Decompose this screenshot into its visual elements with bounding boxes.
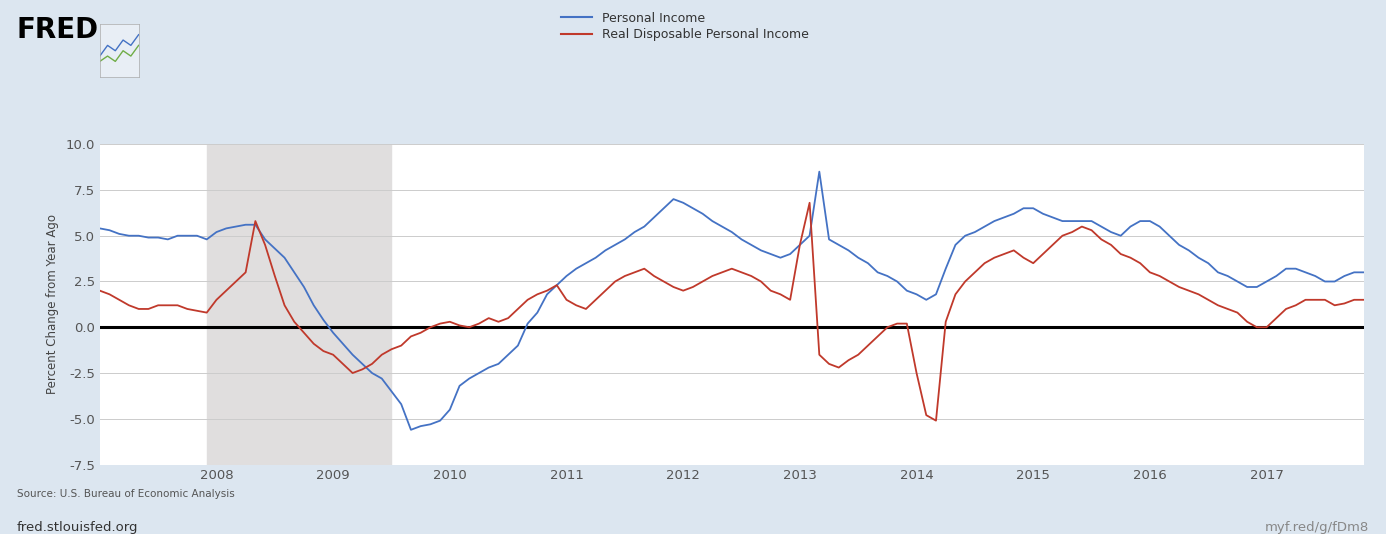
- Text: FRED: FRED: [17, 16, 98, 44]
- Y-axis label: Percent Change from Year Ago: Percent Change from Year Ago: [46, 214, 58, 395]
- Text: myf.red/g/fDm8: myf.red/g/fDm8: [1265, 521, 1369, 533]
- Legend: Personal Income, Real Disposable Personal Income: Personal Income, Real Disposable Persona…: [561, 12, 809, 41]
- Text: fred.stlouisfed.org: fred.stlouisfed.org: [17, 521, 139, 533]
- Bar: [207, 144, 391, 465]
- Text: Source: U.S. Bureau of Economic Analysis: Source: U.S. Bureau of Economic Analysis: [17, 489, 234, 499]
